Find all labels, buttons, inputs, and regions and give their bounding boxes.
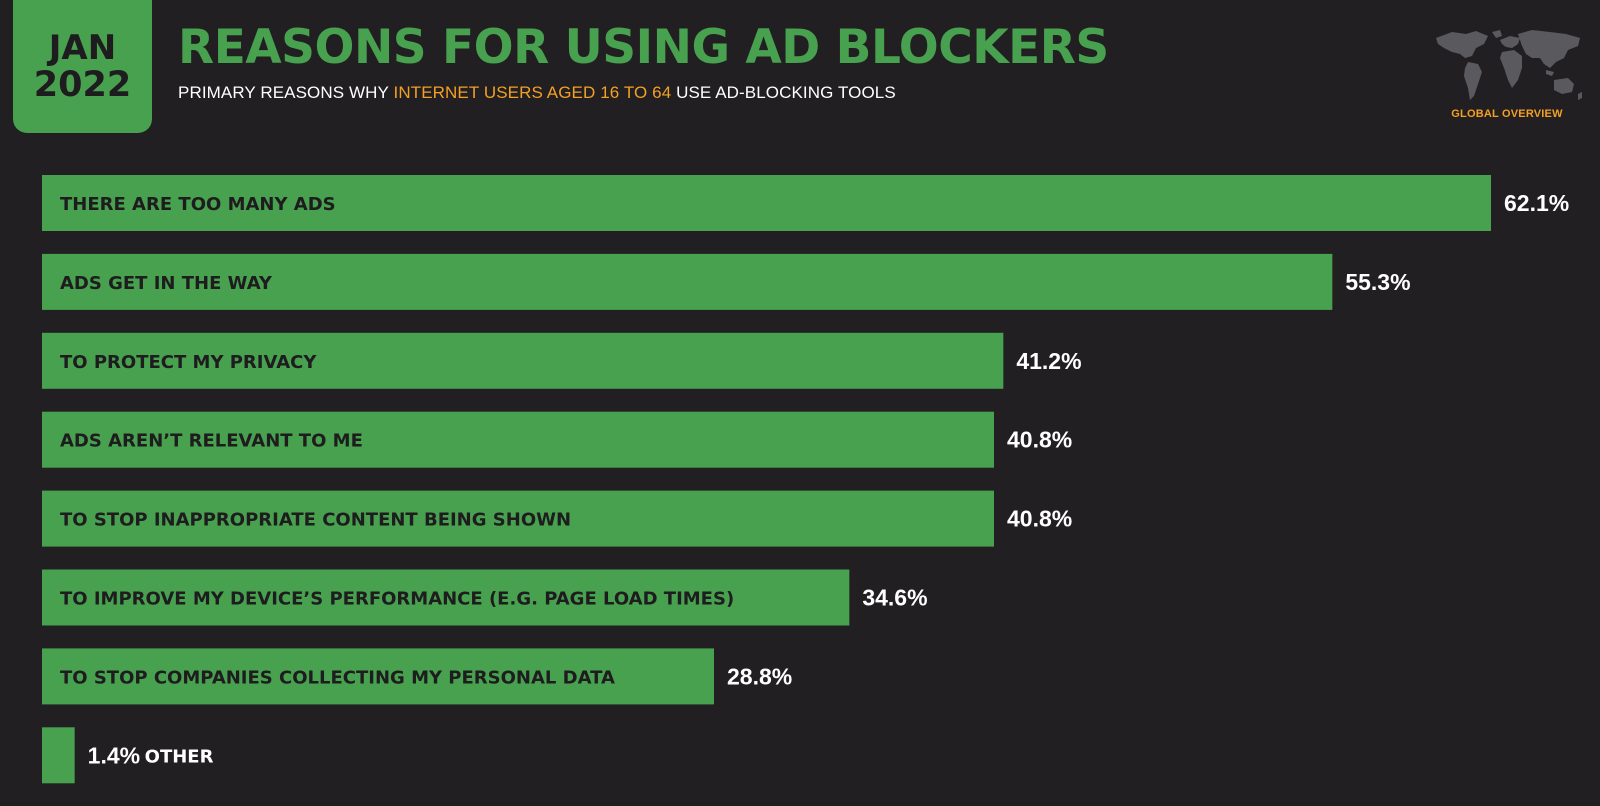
- global-overview-label: GLOBAL OVERVIEW: [1451, 108, 1563, 120]
- bar-category-label: THERE ARE TOO MANY ADS: [60, 194, 336, 215]
- subtitle-suffix: USE AD-BLOCKING TOOLS: [676, 83, 896, 102]
- bar-value-label: 40.8%: [1007, 427, 1072, 453]
- subtitle-prefix: PRIMARY REASONS WHY: [178, 83, 389, 102]
- bar-category-label: OTHER: [145, 746, 214, 767]
- bar-category-label: ADS GET IN THE WAY: [60, 273, 273, 294]
- bar-4: [42, 411, 994, 468]
- bar-value-label: 62.1%: [1504, 190, 1569, 216]
- bar-value-label: 40.8%: [1007, 506, 1072, 532]
- bar-3: [42, 332, 1004, 389]
- world-map-icon: [1436, 30, 1582, 100]
- badge-year: 2022: [33, 64, 132, 105]
- bar-value-label: 55.3%: [1345, 269, 1410, 295]
- chart-title: REASONS FOR USING AD BLOCKERS: [178, 20, 1109, 75]
- bar-value-label: 41.2%: [1016, 348, 1081, 374]
- bar-category-label: TO STOP COMPANIES COLLECTING MY PERSONAL…: [60, 667, 615, 688]
- bar-value-label: 1.4%: [88, 742, 140, 768]
- bar-category-label: TO IMPROVE MY DEVICE’S PERFORMANCE (E.G.…: [60, 589, 734, 610]
- bar-category-label: TO STOP INAPPROPRIATE CONTENT BEING SHOW…: [60, 510, 571, 531]
- bar-value-label: 28.8%: [727, 663, 792, 689]
- bar-6: [42, 569, 850, 626]
- subtitle-highlight: INTERNET USERS AGED 16 TO 64: [393, 83, 672, 102]
- bar-1: [42, 175, 1491, 231]
- bar-value-label: 34.6%: [862, 585, 927, 611]
- bar-category-label: ADS AREN’T RELEVANT TO ME: [60, 431, 363, 452]
- bar-2: [42, 253, 1333, 310]
- badge-month: JAN: [48, 27, 117, 68]
- bar-category-label: TO PROTECT MY PRIVACY: [60, 352, 317, 373]
- bar-5: [42, 490, 994, 547]
- bar-7: [42, 648, 714, 705]
- date-badge: JAN 2022: [13, 0, 152, 133]
- chart-subtitle: PRIMARY REASONS WHY INTERNET USERS AGED …: [178, 83, 896, 103]
- bar-8: [42, 727, 75, 784]
